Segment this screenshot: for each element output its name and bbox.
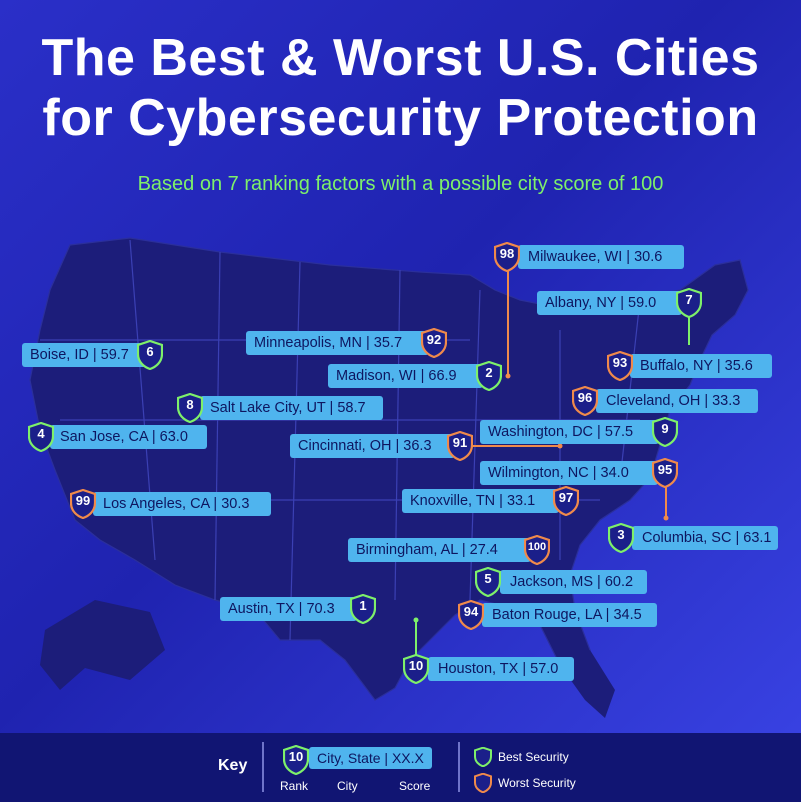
best-shield-icon-boise-id: 6 (137, 340, 163, 370)
title-line-2: for Cybersecurity Protection (42, 89, 759, 147)
worst-shield-icon-buffalo-ny: 93 (607, 351, 633, 381)
worst-shield-icon-milwaukee-wi: 98 (494, 242, 520, 272)
alaska-shape (40, 600, 165, 690)
rank-number: 99 (75, 493, 91, 508)
city-label-knoxville-tn: Knoxville, TN | 33.1 (402, 489, 559, 513)
city-label-san-jose-ca: San Jose, CA | 63.0 (50, 425, 207, 449)
best-security-icon (474, 747, 492, 767)
city-label-houston-tx: Houston, TX | 57.0 (428, 657, 574, 681)
best-shield-icon-columbia-sc: 3 (608, 523, 634, 553)
best-security-label: Best Security (498, 750, 569, 764)
rank-number: 5 (484, 571, 492, 586)
subtitle: Based on 7 ranking factors with a possib… (137, 173, 664, 195)
best-shield-icon-madison-wi: 2 (476, 361, 502, 391)
rank-number: 91 (452, 435, 468, 450)
worst-shield-icon-wilmington-nc: 95 (652, 458, 678, 488)
city-label-los-angeles-ca: Los Angeles, CA | 30.3 (93, 492, 271, 516)
key-panel: Key 10 City, State | XX.X Rank City Scor… (0, 733, 801, 802)
city-label-wilmington-nc: Wilmington, NC | 34.0 (480, 461, 658, 485)
rank-number: 4 (37, 426, 45, 441)
city-label-birmingham-al: Birmingham, AL | 27.4 (348, 538, 531, 562)
key-divider-1 (262, 742, 264, 792)
rank-number: 6 (146, 344, 154, 359)
city-label-salt-lake-city-ut: Salt Lake City, UT | 58.7 (200, 396, 383, 420)
city-label-columbia-sc: Columbia, SC | 63.1 (632, 526, 778, 550)
best-shield-icon-salt-lake-city-ut: 8 (177, 393, 203, 423)
city-label-austin-tx: Austin, TX | 70.3 (220, 597, 357, 621)
best-shield-icon-san-jose-ca: 4 (28, 422, 54, 452)
best-shield-icon-jackson-ms: 5 (475, 567, 501, 597)
rank-number: 95 (657, 462, 673, 477)
city-label-minneapolis-mn: Minneapolis, MN | 35.7 (246, 331, 429, 355)
rank-number: 98 (499, 246, 515, 261)
worst-shield-icon-minneapolis-mn: 92 (421, 328, 447, 358)
city-label-washington-dc: Washington, DC | 57.5 (480, 420, 659, 444)
city-label-milwaukee-wi: Milwaukee, WI | 30.6 (518, 245, 684, 269)
worst-security-label: Worst Security (498, 776, 576, 790)
city-label-baton-rouge-la: Baton Rouge, LA | 34.5 (482, 603, 657, 627)
worst-shield-icon-baton-rouge-la: 94 (458, 600, 484, 630)
rank-number: 7 (685, 292, 693, 307)
city-label-madison-wi: Madison, WI | 66.9 (328, 364, 483, 388)
rank-number: 92 (426, 332, 442, 347)
rank-number: 100 (527, 541, 547, 553)
rank-number: 10 (408, 658, 424, 673)
city-label-cincinnati-oh: Cincinnati, OH | 36.3 (290, 434, 455, 458)
worst-shield-icon-birmingham-al: 100 (524, 535, 550, 565)
wilmington-dot (663, 515, 669, 521)
key-example-label: City, State | XX.X (309, 747, 432, 769)
rank-number: 9 (661, 421, 669, 436)
houston-dot (413, 617, 419, 623)
best-shield-icon-washington-dc: 9 (652, 417, 678, 447)
key-title: Key (218, 757, 248, 774)
cincinnati-dot (557, 443, 563, 449)
worst-shield-icon-los-angeles-ca: 99 (70, 489, 96, 519)
key-divider-2 (458, 742, 460, 792)
key-rank-caption: Rank (280, 779, 309, 793)
title-line-1: The Best & Worst U.S. Cities (41, 29, 760, 87)
city-label-cleveland-oh: Cleveland, OH | 33.3 (596, 389, 758, 413)
key-score-caption: Score (399, 779, 431, 793)
best-shield-icon-albany-ny: 7 (676, 288, 702, 318)
best-shield-icon-austin-tx: 1 (350, 594, 376, 624)
rank-number: 96 (577, 390, 593, 405)
city-label-boise-id: Boise, ID | 59.7 (22, 343, 147, 367)
rank-number: 8 (186, 397, 194, 412)
worst-shield-icon-cincinnati-oh: 91 (447, 431, 473, 461)
worst-shield-icon-knoxville-tn: 97 (553, 486, 579, 516)
best-shield-icon-houston-tx: 10 (403, 654, 429, 684)
rank-number: 3 (617, 527, 625, 542)
city-label-albany-ny: Albany, NY | 59.0 (537, 291, 682, 315)
milwaukee-dot (505, 373, 511, 379)
worst-shield-icon-cleveland-oh: 96 (572, 386, 598, 416)
city-label-jackson-ms: Jackson, MS | 60.2 (500, 570, 647, 594)
rank-number: 2 (485, 365, 493, 380)
city-label-buffalo-ny: Buffalo, NY | 35.6 (630, 354, 772, 378)
worst-security-icon (474, 773, 492, 793)
rank-number: 93 (612, 355, 628, 370)
rank-number: 97 (558, 490, 574, 505)
page-title: The Best & Worst U.S. Cities for Cyberse… (0, 28, 801, 148)
rank-number: 94 (463, 604, 479, 619)
rank-number: 1 (359, 598, 367, 613)
key-example-rank: 10 (288, 749, 304, 764)
key-example-shield: 10 (283, 745, 309, 775)
key-city-caption: City (337, 779, 358, 793)
